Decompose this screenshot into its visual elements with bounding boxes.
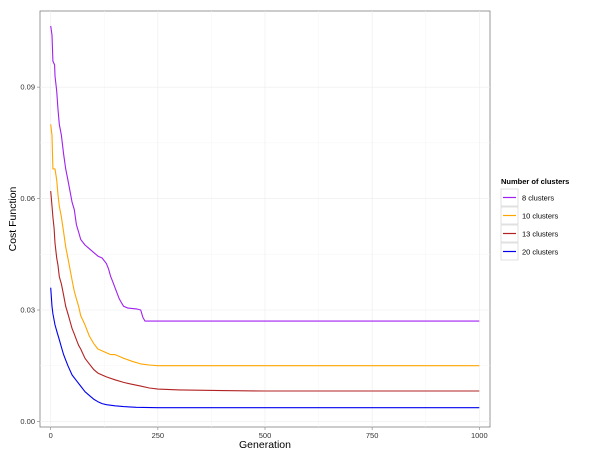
x-tick-label: 500	[259, 431, 272, 440]
legend-label: 10 clusters	[522, 212, 559, 221]
x-tick-label: 750	[366, 431, 379, 440]
series-line-2	[50, 124, 480, 367]
legend: Number of clusters 8 clusters 10 clusters…	[500, 177, 569, 261]
grid-lines	[40, 11, 490, 427]
y-tick-label: 0.06	[20, 194, 35, 203]
x-axis: 0 250 500 750 1000	[49, 427, 488, 440]
y-axis: 0.00 0.03 0.06 0.09	[20, 83, 40, 426]
legend-label: 8 clusters	[522, 194, 554, 203]
x-tick-label: 0	[49, 431, 53, 440]
x-tick-label: 1000	[471, 431, 488, 440]
y-axis-title: Cost Function	[7, 186, 19, 251]
x-tick-label: 250	[152, 431, 165, 440]
legend-title: Number of clusters	[501, 177, 569, 186]
series-line-4	[50, 287, 480, 409]
legend-label: 20 clusters	[522, 248, 559, 257]
series-line-3	[50, 191, 480, 392]
legend-label: 13 clusters	[522, 230, 559, 239]
series-lines	[50, 25, 480, 409]
y-tick-label: 0.03	[20, 306, 35, 315]
y-tick-label: 0.00	[20, 417, 35, 426]
series-line-1	[50, 25, 480, 322]
y-tick-label: 0.09	[20, 83, 35, 92]
x-axis-title: Generation	[239, 439, 291, 451]
